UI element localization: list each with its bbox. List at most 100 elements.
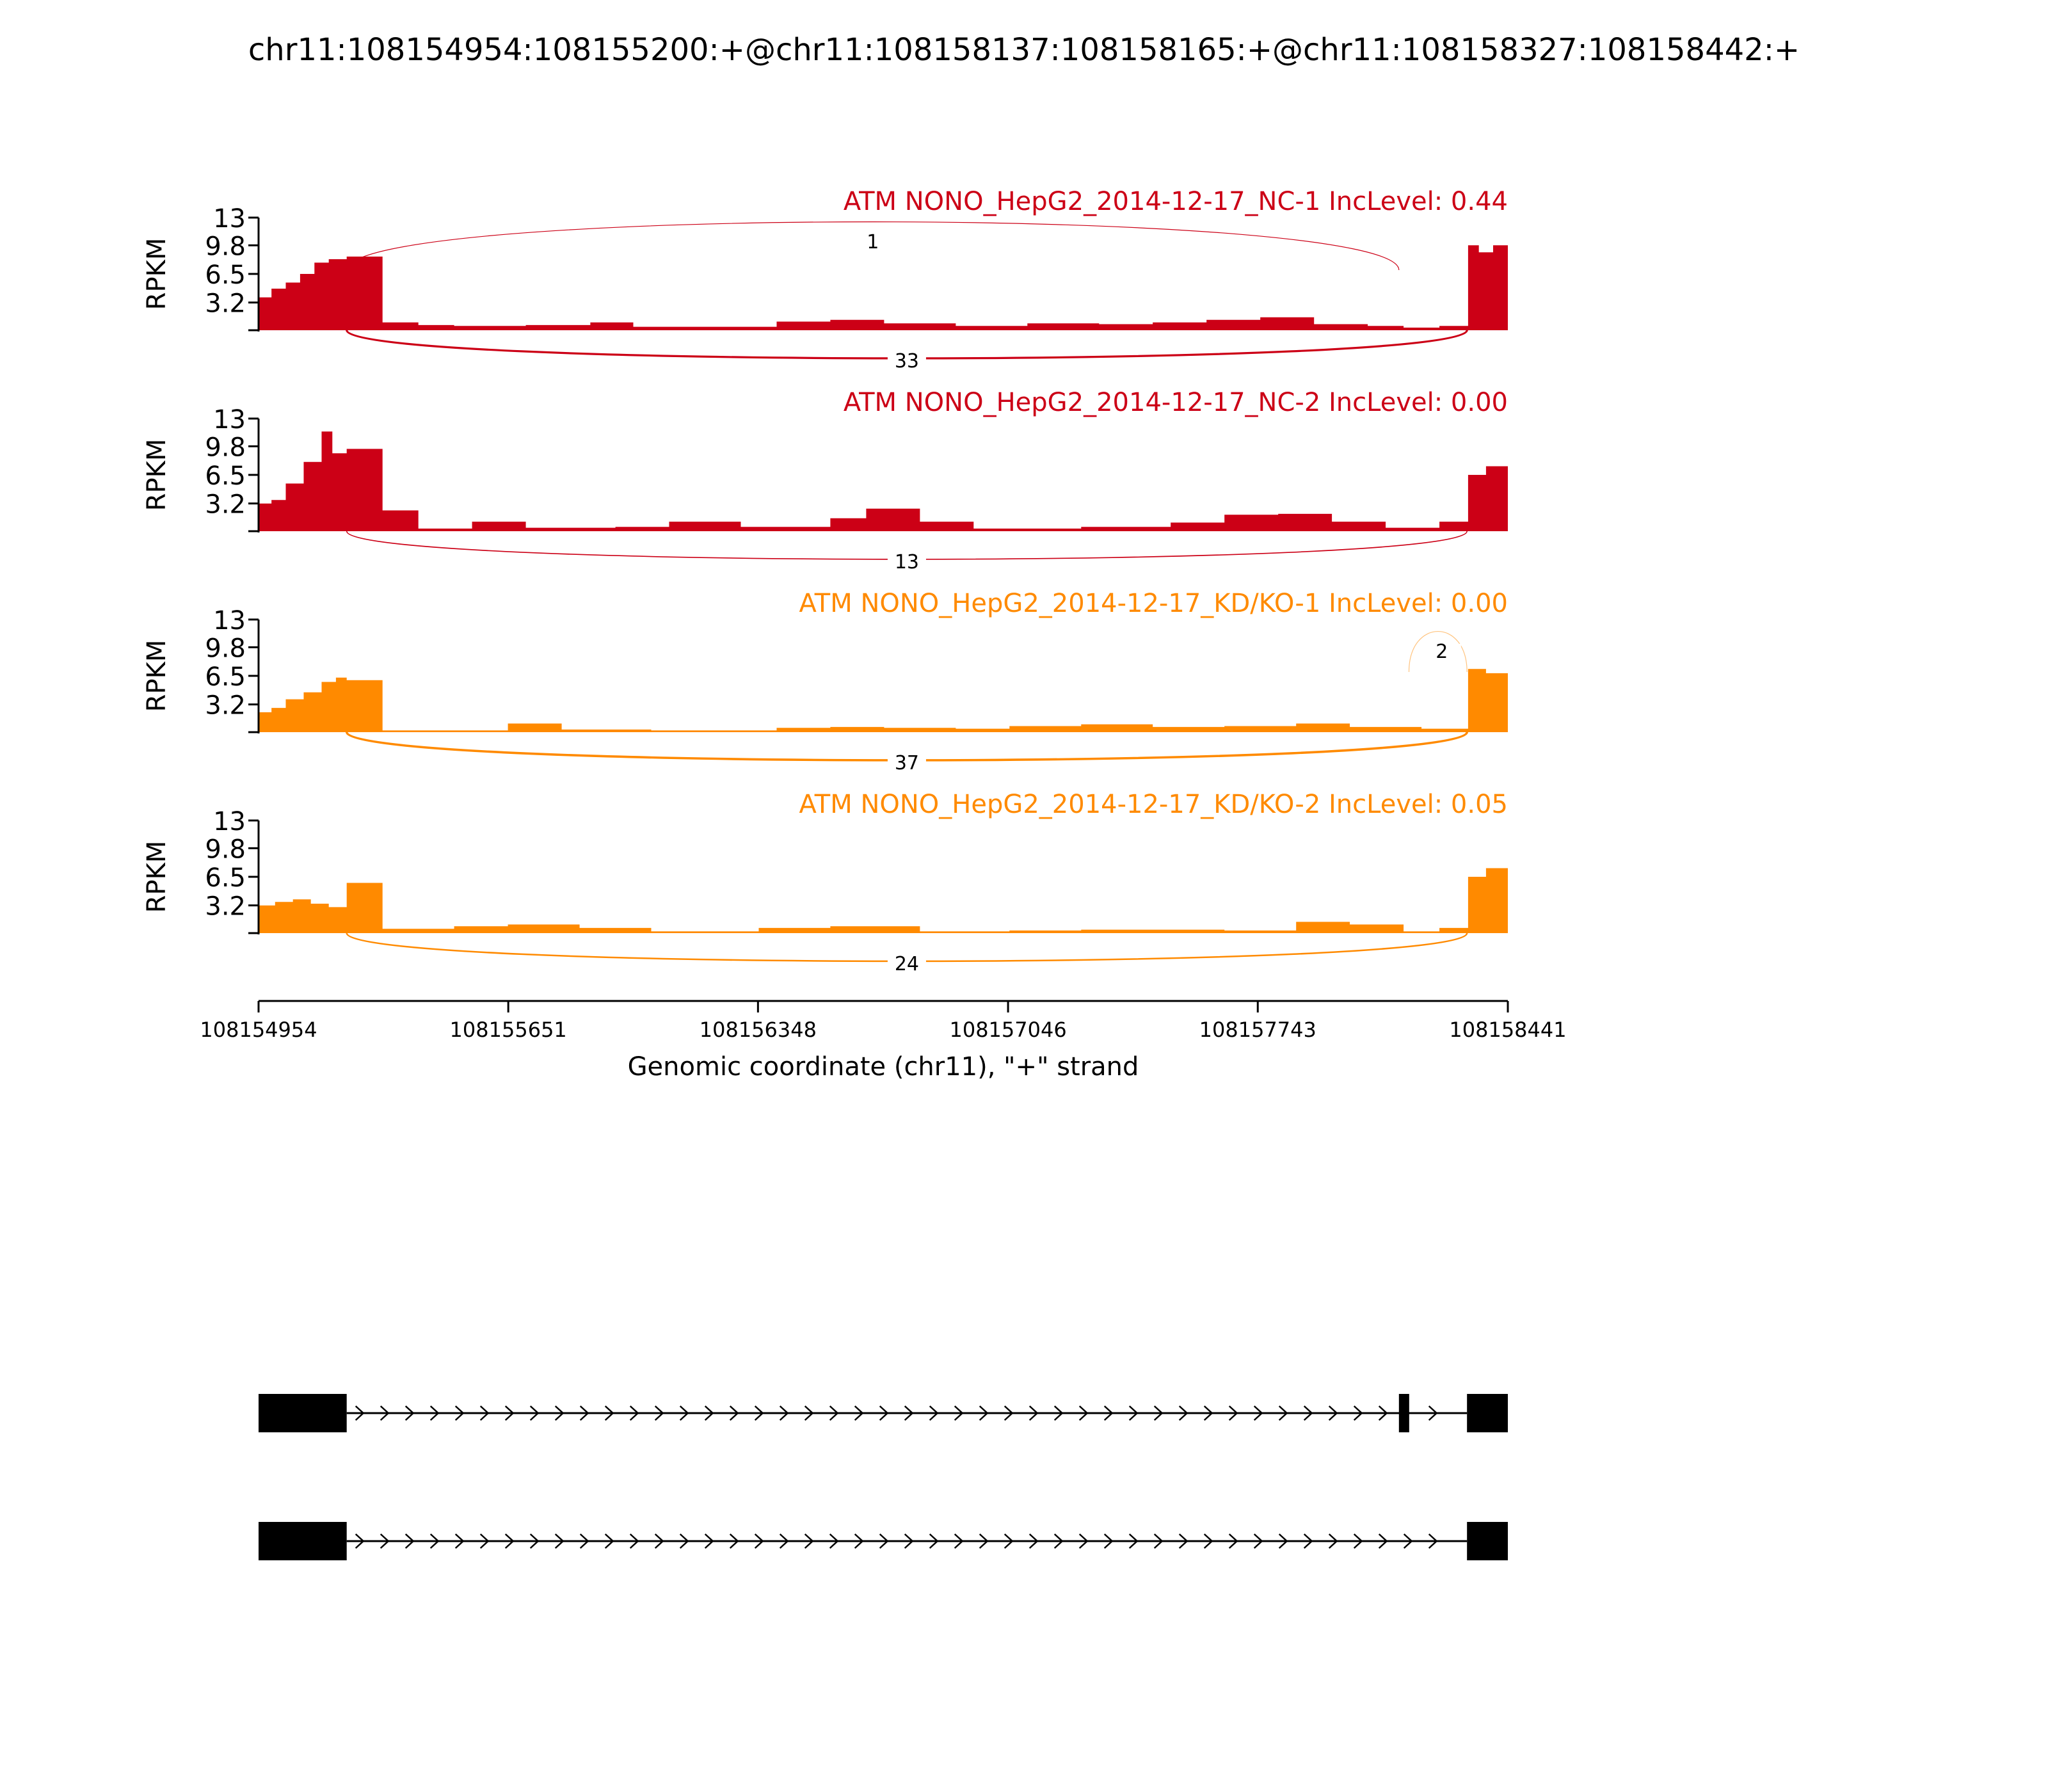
strand-arrow bbox=[979, 1405, 989, 1421]
isoform-1 bbox=[259, 1394, 1508, 1432]
strand-arrow bbox=[1203, 1405, 1213, 1421]
junction-count: 2 bbox=[1436, 641, 1448, 663]
strand-arrow bbox=[1078, 1533, 1089, 1549]
strand-arrow bbox=[1028, 1533, 1039, 1549]
y-tick-label: 13 bbox=[213, 807, 246, 836]
strand-arrow bbox=[404, 1533, 415, 1549]
track-label: ATM NONO_HepG2_2014-12-17_NC-1 IncLevel:… bbox=[844, 187, 1508, 216]
strand-arrow bbox=[1153, 1405, 1164, 1421]
strand-arrow bbox=[1403, 1533, 1413, 1549]
strand-arrow bbox=[1278, 1405, 1288, 1421]
strand-arrow bbox=[804, 1405, 814, 1421]
strand-arrow bbox=[779, 1405, 789, 1421]
strand-arrow bbox=[654, 1405, 664, 1421]
strand-arrow bbox=[1128, 1405, 1139, 1421]
y-tick-label: 3.2 bbox=[205, 289, 246, 319]
strand-arrow bbox=[504, 1405, 515, 1421]
strand-arrow bbox=[554, 1533, 564, 1549]
y-tick-label: 13 bbox=[213, 405, 246, 435]
exon-block bbox=[1398, 1394, 1409, 1432]
strand-arrow bbox=[1278, 1533, 1288, 1549]
strand-arrow bbox=[604, 1405, 614, 1421]
junction-label-bg bbox=[1422, 644, 1461, 663]
strand-arrow bbox=[904, 1533, 914, 1549]
junction-count: 24 bbox=[895, 953, 919, 975]
strand-arrow bbox=[554, 1405, 564, 1421]
strand-arrow bbox=[1103, 1533, 1114, 1549]
strand-arrow bbox=[704, 1405, 714, 1421]
strand-arrow bbox=[754, 1405, 764, 1421]
exon-block bbox=[1467, 1394, 1508, 1432]
junction-count: 13 bbox=[895, 551, 919, 573]
track-label: ATM NONO_HepG2_2014-12-17_KD/KO-1 IncLev… bbox=[799, 589, 1508, 618]
y-tick-label: 3.2 bbox=[205, 892, 246, 922]
strand-arrow bbox=[954, 1405, 964, 1421]
strand-arrow bbox=[1353, 1405, 1363, 1421]
strand-arrow bbox=[854, 1405, 864, 1421]
strand-arrow bbox=[1378, 1533, 1388, 1549]
track-3: 139.86.53.2 RPKM ATM NONO_HepG2_2014-12-17… bbox=[142, 589, 1508, 774]
strand-arrow bbox=[529, 1533, 540, 1549]
strand-arrow bbox=[829, 1533, 839, 1549]
y-tick-label: 9.8 bbox=[205, 433, 246, 462]
strand-arrow bbox=[879, 1405, 889, 1421]
junction: 24 bbox=[346, 932, 1468, 975]
strand-arrow bbox=[654, 1533, 664, 1549]
strand-arrow bbox=[1328, 1405, 1338, 1421]
strand-arrow bbox=[1253, 1405, 1263, 1421]
strand-arrow bbox=[904, 1405, 914, 1421]
track-label: ATM NONO_HepG2_2014-12-17_NC-2 IncLevel:… bbox=[844, 388, 1508, 417]
y-axis-label: RPKM bbox=[142, 640, 172, 712]
strand-arrow bbox=[579, 1405, 589, 1421]
junction: 13 bbox=[346, 531, 1468, 573]
junction-count: 33 bbox=[895, 350, 919, 372]
strand-arrow bbox=[629, 1405, 639, 1421]
strand-arrow bbox=[979, 1533, 989, 1549]
strand-arrow bbox=[779, 1533, 789, 1549]
isoform-models bbox=[259, 1394, 1508, 1560]
strand-arrow bbox=[829, 1405, 839, 1421]
strand-arrow bbox=[1428, 1533, 1438, 1549]
y-axis-label: RPKM bbox=[142, 439, 172, 511]
strand-arrow bbox=[729, 1533, 739, 1549]
strand-arrow bbox=[629, 1533, 639, 1549]
strand-arrow bbox=[1428, 1405, 1438, 1421]
track-label: ATM NONO_HepG2_2014-12-17_KD/KO-2 IncLev… bbox=[799, 790, 1508, 819]
chart-title: chr11:108154954:108155200:+@chr11:108158… bbox=[248, 32, 1800, 68]
strand-arrow bbox=[929, 1405, 939, 1421]
track-4: 139.86.53.2 RPKM ATM NONO_HepG2_2014-12-17… bbox=[142, 790, 1508, 975]
strand-arrow bbox=[1103, 1405, 1114, 1421]
strand-arrow bbox=[1128, 1533, 1139, 1549]
junction-arc bbox=[346, 221, 1400, 271]
x-tick-label: 108155651 bbox=[450, 1018, 567, 1042]
strand-arrow bbox=[1203, 1533, 1213, 1549]
strand-arrow bbox=[854, 1533, 864, 1549]
y-tick-label: 9.8 bbox=[205, 634, 246, 663]
y-tick-label: 3.2 bbox=[205, 691, 246, 721]
strand-arrow bbox=[1303, 1533, 1313, 1549]
strand-arrow bbox=[879, 1533, 889, 1549]
junction-label-bg bbox=[887, 956, 926, 975]
strand-arrow bbox=[1228, 1405, 1238, 1421]
y-axis-label: RPKM bbox=[142, 238, 172, 310]
strand-arrow bbox=[1303, 1405, 1313, 1421]
strand-arrow bbox=[429, 1405, 440, 1421]
strand-arrow bbox=[1028, 1405, 1039, 1421]
strand-arrow bbox=[1004, 1533, 1014, 1549]
junction-count: 37 bbox=[895, 752, 919, 774]
strand-arrow bbox=[1378, 1405, 1388, 1421]
y-axis-label: RPKM bbox=[142, 841, 172, 913]
coverage-area bbox=[259, 431, 1508, 531]
junction-label-bg bbox=[887, 755, 926, 774]
x-tick-label: 108157046 bbox=[949, 1018, 1066, 1042]
exon-block bbox=[1467, 1522, 1508, 1560]
y-tick-label: 13 bbox=[213, 204, 246, 234]
strand-arrow bbox=[1178, 1533, 1188, 1549]
strand-arrow bbox=[729, 1405, 739, 1421]
y-tick-label: 6.5 bbox=[205, 863, 246, 893]
strand-arrow bbox=[479, 1533, 490, 1549]
y-tick-label: 9.8 bbox=[205, 835, 246, 864]
strand-arrow bbox=[380, 1405, 390, 1421]
